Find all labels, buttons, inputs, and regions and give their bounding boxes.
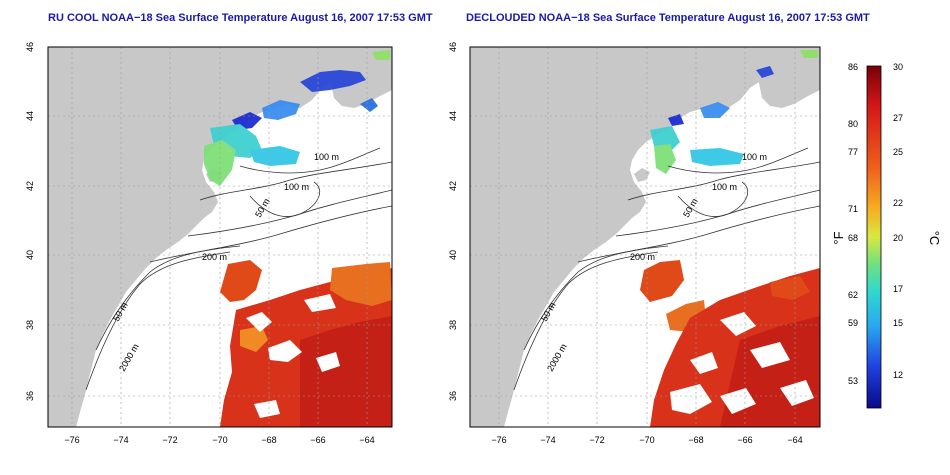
fahrenheit-tick: 80 (848, 119, 858, 129)
celsius-tick: 30 (893, 62, 903, 72)
celsius-tick: 15 (893, 318, 903, 328)
x-tick-label: −68 (261, 435, 276, 445)
x-tick-label: −76 (64, 435, 79, 445)
contour-label: 100 m (742, 152, 767, 162)
right-panel-title: DECLOUDED NOAA−18 Sea Surface Temperatur… (466, 12, 870, 24)
y-axis-ticks: 36 38 40 42 44 46 (448, 42, 458, 401)
celsius-tick: 22 (893, 198, 903, 208)
x-axis-ticks: −76 −74 −72 −70 −68 −66 −64 (491, 435, 802, 445)
y-tick-label: 42 (448, 181, 458, 191)
y-tick-label: 36 (25, 391, 35, 401)
warm-water-region (220, 260, 392, 427)
contour-label: 100 m (314, 152, 339, 162)
y-tick-label: 44 (25, 111, 35, 121)
celsius-unit-label: °C (927, 231, 942, 246)
x-tick-label: −76 (491, 435, 506, 445)
fahrenheit-tick: 71 (848, 204, 858, 214)
y-axis-ticks: 36 38 40 42 44 46 (25, 42, 35, 401)
x-tick-label: −70 (639, 435, 654, 445)
x-axis-ticks: −76 −74 −72 −70 −68 −66 −64 (64, 435, 374, 445)
x-tick-label: −64 (359, 435, 374, 445)
cloud-gaps (246, 294, 340, 418)
celsius-tick: 27 (893, 113, 903, 123)
nova-scotia-land (758, 56, 820, 108)
bathymetry-contours (513, 147, 820, 391)
x-tick-label: −72 (162, 435, 177, 445)
x-tick-label: −74 (540, 435, 555, 445)
coast-land (48, 47, 392, 427)
graticule (470, 47, 820, 427)
y-tick-label: 36 (448, 391, 458, 401)
fahrenheit-tick: 86 (848, 62, 858, 72)
graticule (48, 47, 392, 427)
y-tick-label: 44 (448, 111, 458, 121)
fahrenheit-tick: 62 (848, 290, 858, 300)
map-frame (469, 46, 821, 428)
cloud-gaps (670, 312, 814, 414)
celsius-tick: 17 (893, 284, 903, 294)
bathymetry-contours (85, 147, 392, 391)
left-panel-title: RU COOL NOAA−18 Sea Surface Temperature … (48, 12, 433, 24)
fahrenheit-unit-label: °F (831, 231, 846, 244)
celsius-tick: 20 (893, 233, 903, 243)
contour-label: 200 m (202, 252, 227, 262)
x-tick-label: −68 (688, 435, 703, 445)
y-tick-label: 40 (448, 250, 458, 260)
fahrenheit-tick: 68 (848, 233, 858, 243)
y-tick-label: 40 (25, 250, 35, 260)
x-tick-label: −70 (212, 435, 227, 445)
celsius-tick: 12 (893, 370, 903, 380)
y-tick-label: 38 (25, 320, 35, 330)
right-sst-map: 100 m 100 m 50 m 200 m 50 m 2000 m −76 −… (448, 42, 821, 445)
contour-label: 100 m (284, 182, 309, 192)
nova-scotia-land (330, 56, 392, 108)
fahrenheit-tick: 59 (848, 318, 858, 328)
map-frame (47, 46, 393, 428)
y-tick-label: 46 (448, 42, 458, 52)
y-tick-label: 38 (448, 320, 458, 330)
contour-label: 200 m (630, 252, 655, 262)
fahrenheit-ticks: 86 80 77 71 68 62 59 53 (848, 62, 858, 386)
y-tick-label: 42 (25, 181, 35, 191)
long-island (578, 226, 618, 242)
colorbar-gradient (866, 65, 882, 409)
coast-land (470, 47, 820, 427)
cool-water-patches (204, 50, 390, 186)
x-tick-label: −74 (113, 435, 128, 445)
x-tick-label: −66 (737, 435, 752, 445)
x-tick-label: −72 (589, 435, 604, 445)
fahrenheit-tick: 77 (848, 147, 858, 157)
contour-label: 100 m (712, 182, 737, 192)
x-tick-label: −66 (310, 435, 325, 445)
cape-cod (634, 168, 650, 182)
celsius-ticks: 30 27 25 22 20 17 15 12 (893, 62, 903, 380)
left-sst-map: 100 m 100 m 50 m 200 m 50 m 2000 m −76 −… (25, 42, 393, 445)
fahrenheit-tick: 53 (848, 376, 858, 386)
temperature-colorbar: 86 80 77 71 68 62 59 53 30 27 25 22 20 1… (831, 62, 942, 409)
y-tick-label: 46 (25, 42, 35, 52)
x-tick-label: −64 (787, 435, 802, 445)
celsius-tick: 25 (893, 147, 903, 157)
